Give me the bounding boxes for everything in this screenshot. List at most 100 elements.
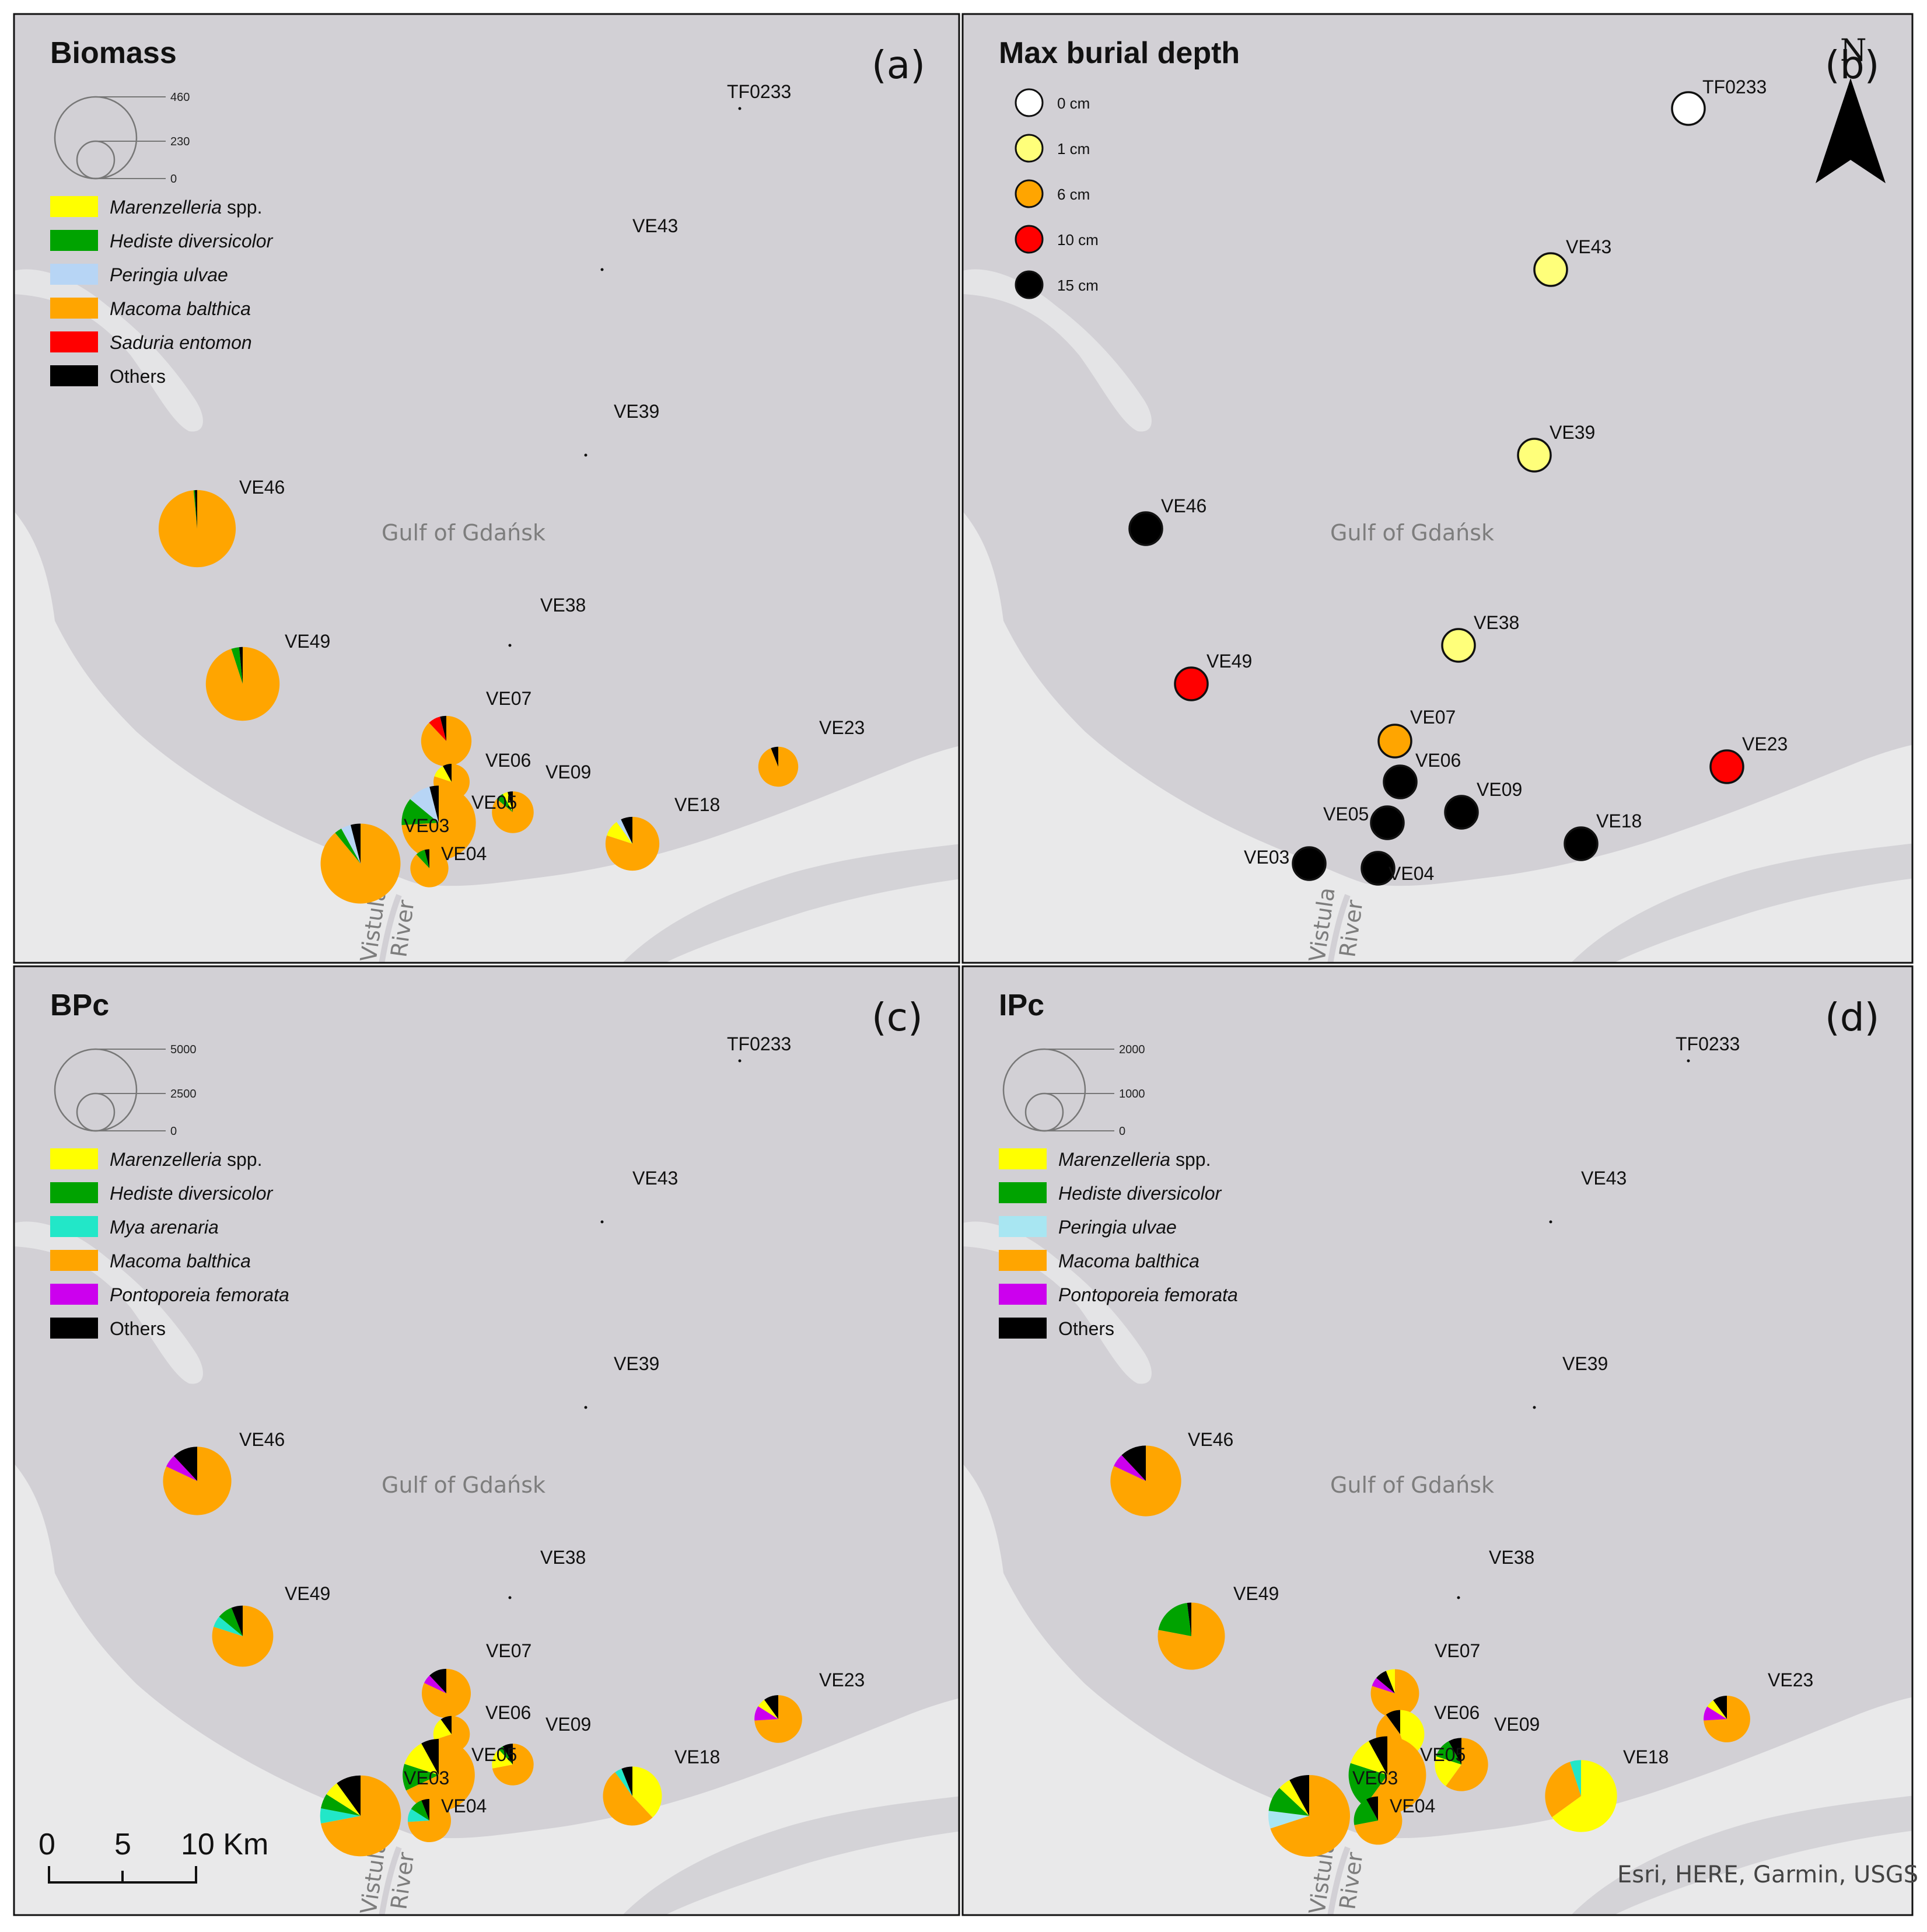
pie-slice-others [424,849,429,868]
panel-label: (b) [1825,43,1879,88]
depth-marker-ve49 [1174,666,1209,701]
pie-slice-macoma [1446,1738,1488,1791]
legend-marker [1015,88,1044,117]
station-label-ve04: VE04 [1390,1795,1435,1816]
pie-ve23 [1704,1696,1750,1742]
depth-marker-ve39 [1517,438,1552,473]
depth-marker-ve23 [1709,749,1744,784]
station-label-tf0233: TF0233 [1702,76,1767,97]
pie-slice-hediste [496,794,513,812]
station-label-ve49: VE49 [285,631,330,652]
station-label-ve49: VE49 [285,1583,330,1604]
vistula-river [379,894,402,963]
station-label-ve23: VE23 [1742,733,1788,754]
legend-swatch [50,365,98,386]
size-legend-tick: 0 [170,1125,177,1138]
pie-slice-hediste [411,1800,429,1821]
pie-slice-macoma [408,1798,452,1843]
pie-ve03 [320,1775,401,1857]
station-dot [600,268,604,271]
pie-ve05 [401,785,476,860]
land-area [963,1463,1912,1915]
legend-marker [1015,134,1044,163]
depth-marker-ve04 [1361,851,1396,886]
pie-slice-hediste [401,799,439,825]
legend-swatch [50,1250,98,1271]
pie-slice-hediste [1158,1602,1191,1636]
station-label-ve04: VE04 [1389,863,1434,884]
pie-slice-others [1386,1710,1400,1734]
pie-slice-others [1289,1775,1309,1816]
station-dot [1549,1220,1552,1224]
pie-slice-marenzelleria [404,1743,439,1775]
panel-title: Biomass [50,36,177,70]
panel-label: (c) [872,995,923,1040]
station-label-ve05: VE05 [1323,803,1369,824]
station-label-ve18: VE18 [674,794,720,815]
station-label-ve07: VE07 [486,688,531,709]
pie-slice-macoma [320,1775,401,1857]
depth-marker-ve43 [1533,252,1568,287]
legend-marker [1015,179,1044,208]
pie-ve49 [205,647,280,721]
size-legend-tick: 0 [170,173,177,186]
pie-slice-pontoporeia [1114,1455,1146,1481]
legend-label: Pontoporeia femorata [110,1284,289,1305]
legend-label: Saduria entomon [110,332,252,353]
legend-swatch [50,298,98,319]
pie-slice-marenzelleria [1707,1700,1727,1719]
depth-marker-ve18 [1564,826,1599,861]
pie-slice-others [421,1798,429,1821]
depth-marker-tf0233 [1671,91,1706,126]
pie-slice-peringia [616,819,632,844]
pie-slice-others [1121,1445,1146,1481]
legend-label: 1 cm [1057,140,1090,158]
pie-slice-marenzelleria [632,1766,662,1818]
pie-slice-others [621,1766,632,1796]
size-legend-tick: 230 [170,135,190,148]
panel-label: (d) [1825,995,1879,1040]
size-legend-tick: 1000 [1119,1088,1145,1100]
size-legend-tick: 460 [170,91,190,104]
pie-slice-pontoporeia [1372,1678,1395,1693]
legend-label: Hediste diversicolor [1058,1183,1222,1204]
station-label-ve38: VE38 [1474,612,1519,633]
station-label-ve46: VE46 [239,477,285,498]
pie-ve04 [1354,1796,1403,1845]
pie-slice-macoma [1545,1762,1581,1818]
pie-slice-peringiad [1268,1811,1309,1829]
pie-slice-pontoporeia [1704,1706,1727,1721]
legend-marker [1015,270,1044,299]
legend-swatch [50,264,98,285]
depth-marker-ve05 [1370,805,1405,840]
legend-label: 6 cm [1057,186,1090,203]
station-label-ve09: VE09 [545,761,591,782]
pie-slice-others [1713,1696,1727,1719]
pie-slice-marenzelleria [434,766,452,782]
legend-label: Marenzelleria spp. [110,1149,262,1170]
pie-slice-marenzelleria [1552,1760,1617,1832]
pie-slice-macoma [406,1739,475,1811]
gulf-label: Gulf of Gdańsk [382,1472,545,1498]
lagoon-area [622,1796,959,1915]
pie-ve03 [1268,1775,1350,1857]
station-label-ve03: VE03 [1352,1767,1398,1788]
station-dot [1687,1059,1690,1063]
panel-frame [961,965,1914,1916]
station-label-ve05: VE05 [1420,1744,1466,1765]
depth-marker-ve03 [1292,846,1327,881]
pie-slice-macoma [158,490,236,568]
pie-slice-marenzelleria [326,1783,361,1816]
pie-slice-others [350,823,361,864]
pie-ve18 [1545,1760,1617,1832]
pie-slice-hediste [498,1746,513,1765]
station-label-ve04: VE04 [441,1795,487,1816]
legend-label: Marenzelleria spp. [1058,1149,1211,1170]
legend-swatch [999,1216,1047,1237]
pie-slice-macoma [1364,1736,1426,1814]
pie-slice-peringia [410,787,439,823]
pie-slice-others [508,791,513,812]
pie-slice-marenzelleria [1435,1756,1461,1786]
